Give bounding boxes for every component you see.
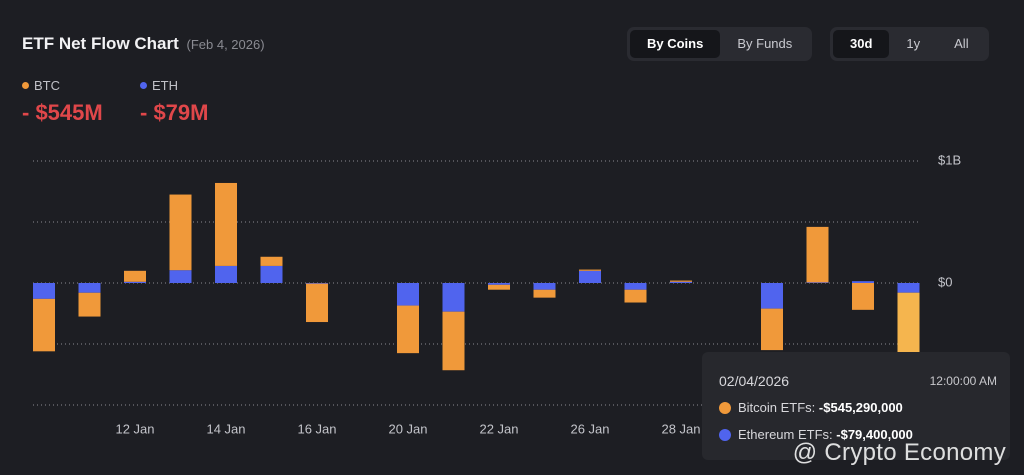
legend-label: BTC [34,78,60,93]
tooltip-row: Bitcoin ETFs: -$545,290,000 [719,400,903,415]
bar-segment [670,280,692,282]
x-tick-label: 16 Jan [297,421,336,436]
bar-segment [78,292,101,317]
bar-segment [306,283,328,323]
tooltip-dot [719,429,731,441]
bar-segment [397,305,419,354]
watermark: @ Crypto Economy [792,439,1006,466]
tab-button[interactable]: By Funds [737,36,793,51]
bar-segment [442,311,465,371]
bar-segment [124,270,146,282]
bar-segment [761,308,783,351]
bar-segment [852,281,874,283]
bar-segment [488,283,510,285]
bar-segment [215,182,237,266]
x-tick-label: 20 Jan [388,421,427,436]
tooltip: 02/04/2026 12:00:00 AM Bitcoin ETFs: -$5… [702,352,1010,460]
tooltip-dot [719,402,731,414]
chart-title: ETF Net Flow Chart [22,34,179,53]
tooltip-label: Bitcoin ETFs: [738,400,816,415]
x-tick-label: 22 Jan [479,421,518,436]
bar-segment [488,284,510,290]
legend-label: ETH [152,78,178,93]
chart-title-block: ETF Net Flow Chart (Feb 4, 2026) [22,34,265,54]
range-button[interactable]: All [954,36,969,51]
tooltip-row: Ethereum ETFs: -$79,400,000 [719,427,913,442]
tooltip-time: 12:00:00 AM [929,374,997,388]
y-tick-label: $0 [938,274,952,289]
x-tick-label: 14 Jan [206,421,245,436]
chart-date: (Feb 4, 2026) [186,37,265,52]
x-tick-label: 12 Jan [115,421,154,436]
x-tick-label: 26 Jan [570,421,609,436]
tooltip-date: 02/04/2026 [719,373,790,389]
total-value: - $79M [140,100,209,125]
bar-segment [260,256,283,266]
bar-segment [852,283,874,310]
range-toggle: 30d 1y All [830,27,989,61]
bar-segment [624,283,647,290]
bar-segment [169,194,192,271]
bar-segment [33,283,55,299]
bar-segment [78,283,101,293]
bar-segment [579,270,601,283]
range-button[interactable]: 30d [833,30,890,58]
bar-segment [897,292,920,360]
bar-segment [215,265,237,283]
bar-segment [533,283,556,290]
tooltip-value: -$79,400,000 [836,427,913,442]
bar-segment [761,283,783,309]
bar-segment [33,298,55,352]
bar-segment [260,265,283,283]
tab-button[interactable]: By Coins [630,30,721,58]
view-toggle: By Coins By Funds [627,27,813,61]
bar-segment [806,226,829,283]
bar-segment [897,283,920,293]
bar-segment [624,289,647,303]
total-value: - $545M [22,100,103,125]
y-tick-label: $1B [938,152,961,167]
range-button[interactable]: 1y [906,36,921,51]
bar-segment [124,281,146,283]
bar-segment [670,281,692,283]
bar-segment [169,270,192,283]
tooltip-label: Ethereum ETFs: [738,427,833,442]
x-tick-label: 28 Jan [661,421,700,436]
bar-segment [579,269,601,271]
bar-segment [442,283,465,312]
bar-segment [397,283,419,306]
bar-segment [533,289,556,298]
legend-dot [140,82,147,89]
legend-item: BTC [22,78,60,93]
tooltip-value: -$545,290,000 [818,400,903,415]
bar-segment [806,282,829,283]
legend-dot [22,82,29,89]
legend-item: ETH [140,78,178,93]
bar-segment [306,283,328,284]
